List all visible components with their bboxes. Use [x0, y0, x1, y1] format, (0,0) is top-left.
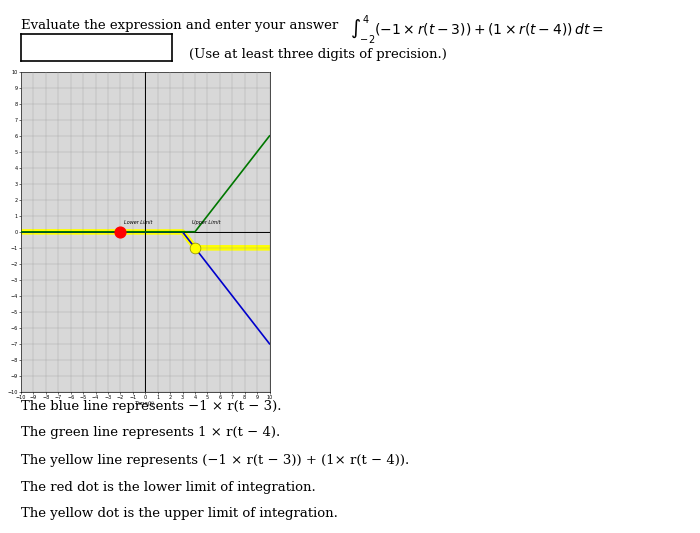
Text: The yellow line represents (−1 × r(t − 3)) + (1× r(t − 4)).: The yellow line represents (−1 × r(t − 3… — [21, 454, 409, 467]
Text: $\int_{-2}^{4}(-1 \times r(t-3)) + (1 \times r(t-4))\,dt=$: $\int_{-2}^{4}(-1 \times r(t-3)) + (1 \t… — [350, 13, 603, 46]
Text: The yellow dot is the upper limit of integration.: The yellow dot is the upper limit of int… — [21, 507, 338, 520]
Text: The blue line represents −1 × r(t − 3).: The blue line represents −1 × r(t − 3). — [21, 400, 281, 413]
Text: Lower Limit: Lower Limit — [124, 221, 153, 225]
Text: (Use at least three digits of precision.): (Use at least three digits of precision.… — [189, 48, 447, 61]
Point — [189, 244, 200, 252]
Text: The green line represents 1 × r(t − 4).: The green line represents 1 × r(t − 4). — [21, 426, 280, 439]
Point — [115, 228, 126, 236]
Text: Upper Limit: Upper Limit — [193, 221, 221, 225]
Text: The red dot is the lower limit of integration.: The red dot is the lower limit of integr… — [21, 481, 316, 494]
Text: Evaluate the expression and enter your answer: Evaluate the expression and enter your a… — [21, 19, 338, 31]
X-axis label: Time(t): Time(t) — [135, 401, 155, 406]
